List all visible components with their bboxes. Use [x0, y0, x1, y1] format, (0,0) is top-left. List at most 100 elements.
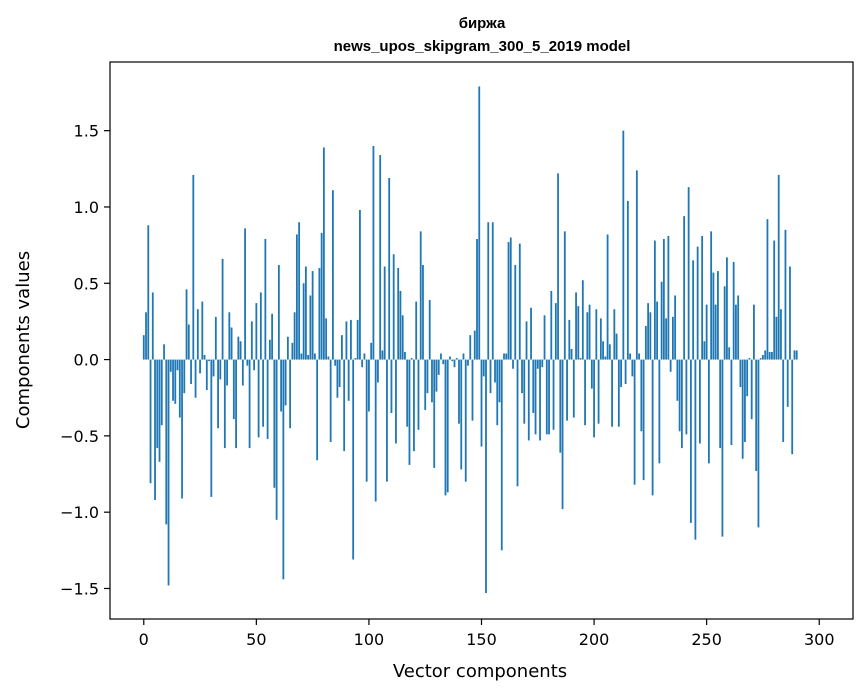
bar: [473, 330, 476, 360]
bar: [748, 358, 751, 360]
bar: [286, 336, 289, 360]
x-axis: 0 50 100 150 200 250 300: [139, 619, 835, 649]
bar: [217, 359, 219, 429]
bar: [588, 304, 591, 360]
bar: [478, 86, 481, 360]
bar: [732, 261, 735, 360]
bar: [602, 341, 604, 360]
bar: [273, 359, 276, 488]
bar: [692, 260, 695, 360]
bar: [570, 348, 573, 360]
y-tick-label: −0.5: [60, 427, 99, 446]
bar: [775, 316, 778, 360]
bar: [548, 359, 550, 435]
bar: [494, 359, 496, 383]
bar: [467, 359, 469, 366]
bar: [554, 303, 557, 360]
y-axis-label: Components values: [13, 251, 34, 429]
bar: [719, 359, 722, 449]
bar: [377, 359, 379, 383]
bar: [696, 246, 699, 360]
bar: [413, 359, 415, 452]
bar: [482, 359, 485, 377]
bar: [185, 289, 188, 360]
x-tick-label: 50: [246, 630, 266, 649]
bar: [703, 341, 706, 360]
bar: [518, 243, 521, 360]
bar: [332, 190, 334, 360]
bar: [635, 170, 638, 360]
bar: [440, 353, 442, 360]
bar: [759, 358, 762, 360]
bar: [334, 359, 337, 366]
bar: [532, 359, 535, 413]
bar: [383, 266, 386, 360]
bar: [507, 242, 510, 360]
bar: [401, 315, 404, 360]
bar: [464, 359, 467, 482]
bar: [230, 327, 233, 360]
bar: [205, 359, 208, 391]
bar: [154, 359, 156, 500]
bar: [370, 342, 373, 360]
bar: [433, 359, 436, 468]
bar: [680, 359, 683, 449]
bar: [611, 359, 613, 427]
bar: [689, 359, 692, 523]
bar: [379, 155, 382, 360]
bar: [145, 312, 147, 360]
bar: [608, 344, 611, 360]
bar: [766, 219, 769, 360]
bar: [757, 359, 760, 528]
bar: [485, 359, 487, 594]
bar: [462, 353, 465, 360]
bar: [368, 359, 370, 412]
x-tick-label: 200: [579, 630, 610, 649]
bar: [521, 359, 523, 394]
bar: [566, 359, 568, 421]
bar: [795, 350, 798, 360]
bar: [311, 271, 314, 360]
bar: [235, 359, 237, 449]
bar: [480, 359, 483, 447]
bar: [721, 359, 724, 537]
bar: [708, 359, 710, 464]
bar: [158, 359, 161, 462]
bar: [178, 359, 181, 418]
bar: [735, 304, 737, 360]
bar: [793, 350, 796, 360]
bar: [527, 359, 530, 441]
bar: [372, 145, 375, 360]
bar: [773, 240, 776, 360]
bar: [617, 359, 620, 427]
bar: [232, 359, 235, 420]
bar: [142, 335, 145, 360]
bar: [543, 315, 546, 360]
bar: [712, 272, 715, 360]
x-tick-label: 0: [139, 630, 149, 649]
bar: [221, 258, 224, 360]
bar: [599, 318, 602, 360]
bar: [341, 335, 343, 360]
bar: [791, 359, 794, 455]
bar: [264, 239, 267, 360]
x-tick-label: 300: [804, 630, 835, 649]
bar: [151, 292, 154, 360]
y-tick-label: −1.5: [60, 579, 99, 598]
bar: [437, 359, 440, 375]
bar: [563, 231, 566, 360]
bar: [640, 359, 643, 432]
bars-group: [142, 86, 798, 594]
bar: [322, 147, 325, 360]
bar: [347, 359, 350, 401]
bar: [226, 359, 228, 386]
bar: [293, 312, 296, 360]
bar: [304, 266, 307, 360]
bar: [768, 351, 771, 360]
bar: [762, 355, 764, 360]
bar: [318, 268, 321, 360]
bar: [777, 174, 780, 360]
bar: [163, 344, 165, 360]
bar: [559, 359, 562, 453]
bar: [541, 359, 544, 368]
